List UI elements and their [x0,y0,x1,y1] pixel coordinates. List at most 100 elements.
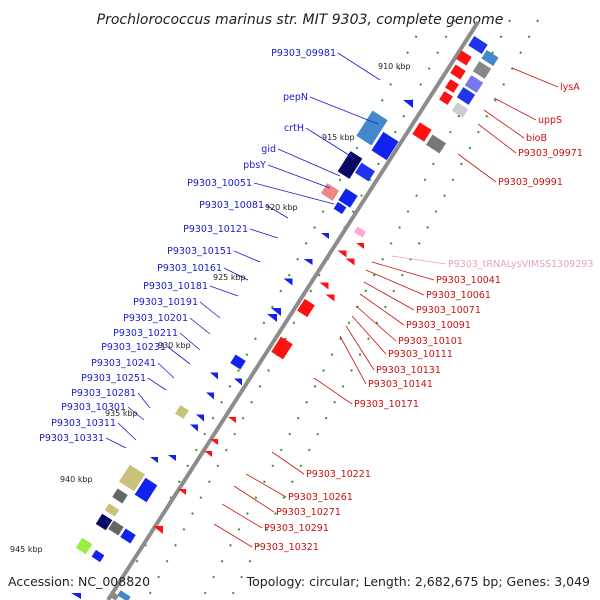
gene-label-right[interactable]: P9303_10261 [288,492,353,503]
gene-block [450,64,466,80]
gene-label-left[interactable]: pbsY [243,160,266,171]
gene-label-left[interactable]: pepN [283,92,308,103]
gene-label-left[interactable]: P9303_10231 [101,342,166,353]
gene-label-right[interactable]: uppS [538,115,562,126]
accession-text: Accession: NC_008820 [8,574,150,589]
leader-line-left [337,52,381,81]
gene-label-left[interactable]: P9303_10311 [51,418,116,429]
gene-label-left[interactable]: P9303_10301 [61,402,126,413]
gene-label-left[interactable]: crtH [284,123,304,134]
gene-label-left[interactable]: P9303_10181 [143,281,208,292]
gene-block [297,298,315,318]
gene-label-right[interactable]: P9303_10101 [398,336,463,347]
leader-line-left [223,267,249,281]
gene-block [412,122,432,142]
gene-label-left[interactable]: P9303_10241 [91,358,156,369]
leader-line-right [351,315,387,355]
gene-label-right[interactable]: P9303_10071 [416,305,481,316]
genome-summary-text: Topology: circular; Length: 2,682,675 bp… [246,574,590,589]
leader-line-left [249,228,279,239]
gene-label-right[interactable]: P9303_10141 [368,379,433,390]
gene-block [320,183,340,201]
gene-arrow [153,526,163,534]
gene-label-right[interactable]: bioB [526,133,547,144]
leader-line-left [105,437,127,449]
gene-block [355,162,375,182]
gene-block [456,87,476,105]
gene-arrow [168,455,176,461]
gene-block [109,591,119,600]
gene-block [468,36,488,54]
gene-block [95,513,113,531]
gene-block [439,91,453,105]
leader-line-right [477,123,517,154]
leader-line-left [179,332,201,351]
gene-label-right[interactable]: P9303_10091 [406,320,471,331]
gene-label-left[interactable]: P9303_10151 [167,246,232,257]
gene-label-right[interactable]: P9303_10221 [306,469,371,480]
gene-arrow [337,250,347,258]
kbp-tick-label: 915 kbp [322,133,355,142]
leader-line-right [339,335,367,385]
leader-line-right [363,281,415,311]
leader-line-right [213,523,253,548]
gene-arrow [345,258,355,266]
leader-line-right [493,97,537,121]
gene-block [445,79,459,93]
gene-label-left[interactable]: P9303_10121 [183,224,248,235]
gene-arrow [403,100,413,108]
gene-block [426,134,446,154]
gene-label-left[interactable]: P9303_10201 [123,313,188,324]
leader-line-left [167,346,191,365]
gene-label-left[interactable]: gid [261,144,276,155]
leader-line-left [117,422,137,441]
gene-label-left[interactable]: P9303_10211 [113,328,178,339]
gene-arrow [271,308,281,316]
gene-label-right[interactable]: P9303_10271 [276,507,341,518]
kbp-tick-label: 925 kbp [213,273,246,282]
gene-block [371,131,399,161]
gene-label-right[interactable]: P9303_10111 [388,349,453,360]
gene-label-right[interactable]: P9303_10041 [436,275,501,286]
leader-line-right [313,377,353,405]
leader-line-right [365,269,425,296]
leader-line-right [355,305,397,342]
gene-label-left[interactable]: P9303_10051 [187,178,252,189]
leader-line-right [483,109,525,139]
gene-label-right[interactable]: P9303_10061 [426,290,491,301]
gene-arrow [356,243,364,249]
gene-label-right[interactable]: P9303_10131 [376,365,441,376]
gene-arrow [267,314,277,322]
leader-line-right [271,451,305,475]
gene-label-right[interactable]: P9303_10291 [264,523,329,534]
gene-label-right[interactable]: P9303_tRNALysVIMSS1309293 [448,259,593,270]
gene-label-left[interactable]: P9303_10191 [133,297,198,308]
gene-label-left[interactable]: P9303_10251 [81,373,146,384]
kbp-tick-label: 940 kbp [60,475,93,484]
gene-label-right[interactable]: P9303_10171 [354,399,419,410]
gene-label-left[interactable]: P9303_10331 [39,433,104,444]
gene-label-right[interactable]: P9303_09971 [518,148,583,159]
leader-line-left [309,96,379,125]
right-gene-labels: lysA uppS bioB P9303_09971 P9303_09991 P9303_… [254,82,593,553]
gene-arrow [196,414,204,422]
gene-label-right[interactable]: P9303_09991 [498,177,563,188]
leader-line-left [147,377,167,391]
gene-label-left[interactable]: P9303_10161 [157,263,222,274]
leader-line-left [157,362,175,379]
gene-label-right[interactable]: lysA [560,82,580,93]
kbp-ticks: 910 kbp 915 kbp 920 kbp 925 kbp 930 kbp 935 k… [10,62,411,554]
leader-line-left [199,301,221,319]
gene-label-right[interactable]: P9303_10321 [254,542,319,553]
gene-label-left[interactable]: P9303_10281 [71,388,136,399]
label-leaders [105,52,559,548]
gene-arrow [283,278,293,286]
gene-block [91,549,105,563]
kbp-tick-label: 920 kbp [265,203,298,212]
gene-label-left[interactable]: P9303_10081 [199,200,264,211]
gene-label-left[interactable]: P9303_09981 [271,48,336,59]
leader-line-left [277,148,341,177]
leader-line-left [137,392,151,409]
gene-block [75,537,93,555]
leader-line-left [189,317,211,335]
